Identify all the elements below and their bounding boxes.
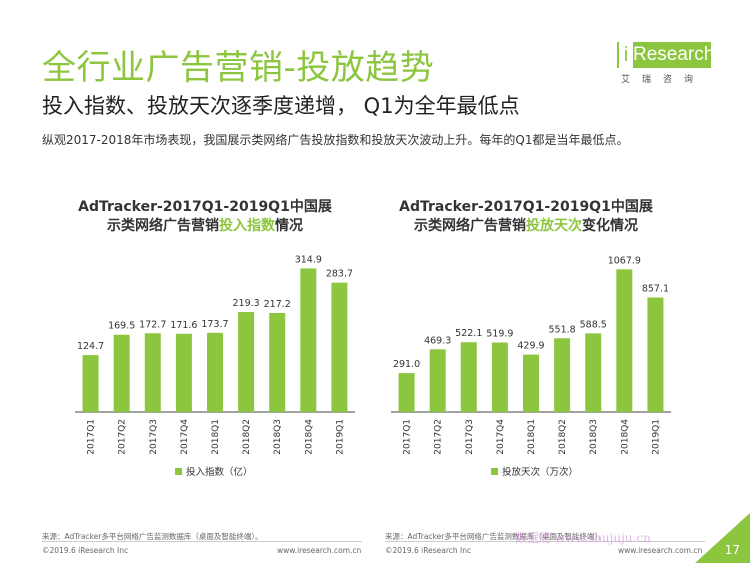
bar	[175, 333, 192, 412]
chart1-investment-index: 124.7 2017Q1 169.5 2017Q2 172.7 2017Q3 171.6 20…	[75, 254, 355, 478]
chart2-title-line2a: 示类网络广告营销	[414, 218, 526, 234]
x-tick-label: 2019Q1	[335, 419, 345, 455]
data-label: 551.8	[549, 324, 576, 335]
data-label: 283.7	[326, 269, 353, 280]
data-label: 217.2	[264, 299, 291, 310]
x-tick-label: 2018Q1	[527, 419, 537, 455]
chart1-title-line2a: 示类网络广告营销	[107, 218, 219, 234]
data-label: 519.9	[486, 329, 513, 340]
x-tick-label: 2017Q3	[465, 419, 475, 455]
x-tick-label: 2018Q3	[589, 419, 599, 455]
data-label: 124.7	[77, 341, 104, 352]
data-label: 291.0	[393, 359, 420, 370]
data-label: 857.1	[642, 283, 669, 294]
data-label: 429.9	[517, 341, 544, 352]
data-label: 169.5	[108, 321, 135, 332]
bar	[554, 338, 571, 412]
data-label: 173.7	[201, 319, 228, 330]
bar	[398, 373, 415, 412]
data-label: 469.3	[424, 335, 451, 346]
footer-divider-left	[42, 541, 362, 542]
bar	[460, 342, 477, 412]
page-number: 17	[724, 543, 740, 557]
bar	[616, 269, 633, 412]
iresearch-logo: i Research 艾瑞咨询	[605, 42, 715, 90]
legend-swatch	[491, 468, 498, 475]
data-label: 522.1	[455, 328, 482, 339]
chart2-title-line1: AdTracker-2017Q1-2019Q1中国展	[399, 199, 653, 215]
x-tick-label: 2018Q4	[304, 419, 314, 455]
x-tick-label: 2017Q1	[403, 419, 413, 455]
chart1-title-line1: AdTracker-2017Q1-2019Q1中国展	[78, 199, 332, 215]
x-tick-label: 2018Q2	[558, 419, 568, 455]
watermark: 数据局 www.shujuju.cn	[515, 531, 651, 545]
chart2-title-line2b: 变化情况	[582, 218, 638, 234]
legend-swatch	[175, 468, 182, 475]
x-tick-label: 2019Q1	[651, 419, 661, 455]
data-label: 314.9	[295, 254, 322, 265]
bar	[647, 297, 664, 412]
footer-url-right[interactable]: www.iresearch.com.cn	[618, 546, 703, 555]
chart1-title-highlight: 投入指数	[219, 218, 275, 234]
footer-divider-right	[385, 541, 705, 542]
logo-subtitle: 艾瑞咨询	[621, 75, 706, 85]
data-label: 588.5	[580, 319, 607, 330]
page-title: 全行业广告营销-投放趋势	[42, 48, 435, 88]
footer-url-left[interactable]: www.iresearch.com.cn	[277, 546, 362, 555]
data-label: 172.7	[139, 319, 166, 330]
data-label: 1067.9	[608, 255, 641, 266]
x-tick-label: 2018Q3	[273, 419, 283, 455]
footer-copyright-left: ©2019.6 iResearch Inc	[42, 546, 129, 555]
chart1-title: AdTracker-2017Q1-2019Q1中国展 示类网络广告营销投入指数情…	[55, 198, 355, 236]
bar	[269, 312, 286, 412]
bar	[331, 282, 348, 412]
bar	[144, 333, 161, 412]
footer-copyright-right: ©2019.6 iResearch Inc	[385, 546, 472, 555]
bar	[238, 312, 255, 412]
footer-source-right: 来源：AdTracker多平台网络广告监测数据库（桌面及智能终端）。	[385, 532, 606, 541]
x-tick-label: 2018Q2	[242, 419, 252, 455]
page-description: 纵观2017-2018年市场表现，我国展示类网络广告投放指数和投放天次波动上升。…	[42, 133, 629, 147]
chart2-title-highlight: 投放天次	[526, 218, 582, 234]
corner-decoration	[695, 513, 750, 563]
x-tick-label: 2018Q1	[211, 419, 221, 455]
x-tick-label: 2017Q2	[118, 419, 128, 455]
bar	[82, 355, 99, 412]
bar	[491, 342, 508, 412]
x-tick-label: 2018Q4	[620, 419, 630, 455]
data-label: 219.3	[233, 298, 260, 309]
logo-brand: Research	[633, 44, 715, 65]
x-tick-label: 2017Q1	[87, 419, 97, 455]
page-subtitle: 投入指数、投放天次逐季度递增， Q1为全年最低点	[42, 94, 520, 118]
legend-label: 投入指数（亿）	[186, 466, 253, 478]
bar	[113, 334, 130, 412]
chart1-title-line2b: 情况	[275, 218, 303, 234]
bar	[429, 349, 446, 412]
bar	[300, 268, 317, 412]
x-tick-label: 2017Q2	[434, 419, 444, 455]
data-label: 171.6	[170, 320, 197, 331]
chart2-title: AdTracker-2017Q1-2019Q1中国展 示类网络广告营销投放天次变…	[376, 198, 676, 236]
logo-wordmark: i Research	[617, 42, 715, 68]
x-tick-label: 2017Q4	[180, 419, 190, 455]
bar	[585, 333, 602, 412]
chart2-delivery-days: 291.0 2017Q1 469.3 2017Q2 522.1 2017Q3 519.9 20…	[391, 255, 671, 478]
logo-i: i	[619, 42, 633, 68]
bar	[207, 332, 223, 412]
x-tick-label: 2017Q4	[496, 419, 506, 455]
legend-label: 投放天次（万次）	[502, 466, 578, 478]
bar	[523, 354, 539, 412]
x-tick-label: 2017Q3	[149, 419, 159, 455]
footer-source-left: 来源：AdTracker多平台网络广告监测数据库（桌面及智能终端）。	[42, 532, 263, 541]
